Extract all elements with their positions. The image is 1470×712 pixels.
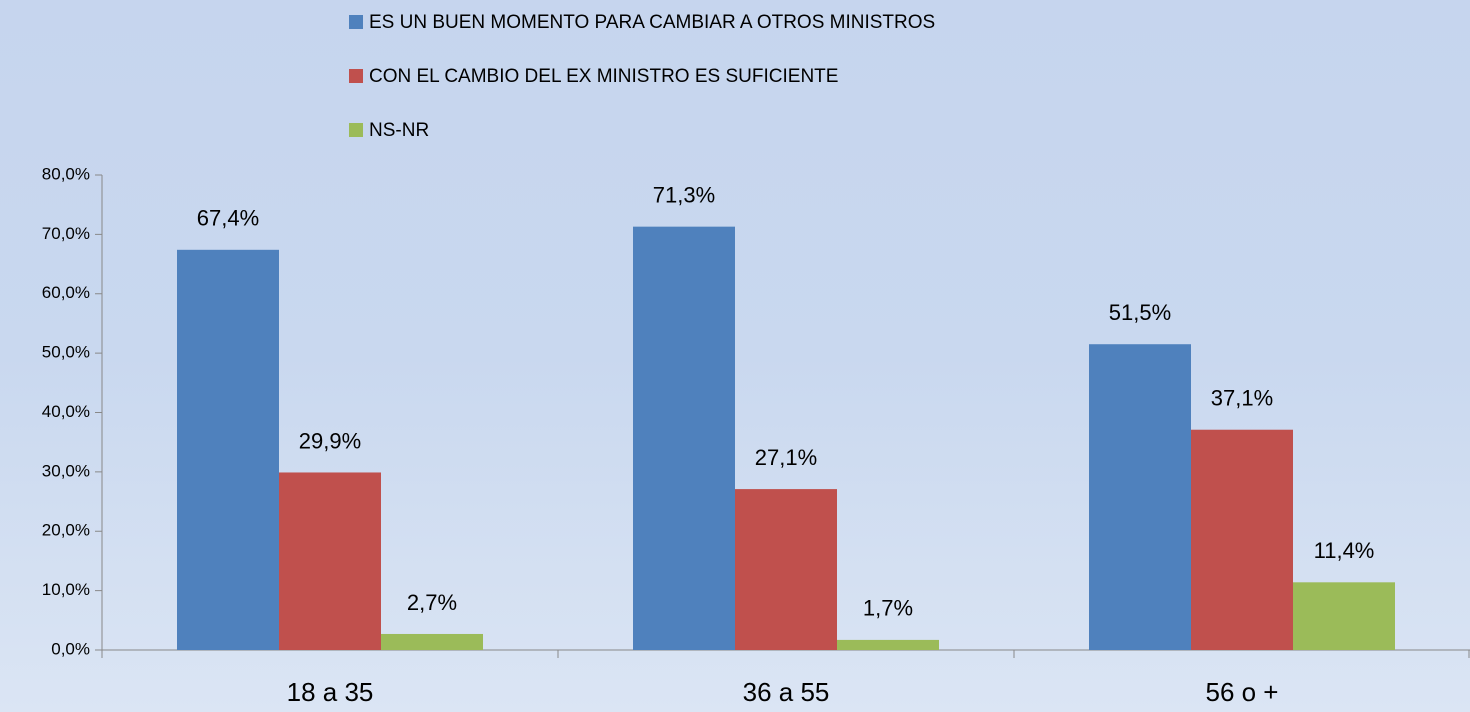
bar <box>381 633 483 650</box>
legend-swatch <box>349 69 363 83</box>
value-label: 1,7% <box>863 596 913 621</box>
value-label: 37,1% <box>1211 386 1273 411</box>
y-tick-label: 60,0% <box>42 283 90 302</box>
legend-label: NS-NR <box>369 120 429 141</box>
bar <box>633 226 735 650</box>
value-label: 71,3% <box>653 182 715 207</box>
legend-swatch <box>349 15 363 29</box>
bar <box>279 472 381 650</box>
bar <box>1191 429 1293 650</box>
value-label: 2,7% <box>407 590 457 615</box>
value-label: 51,5% <box>1109 300 1171 325</box>
y-tick-label: 40,0% <box>42 402 90 421</box>
bar <box>837 639 939 650</box>
value-label: 11,4% <box>1314 538 1375 563</box>
y-tick-label: 0,0% <box>51 639 90 658</box>
bar <box>1293 582 1395 650</box>
legend-label: ES UN BUEN MOMENTO PARA CAMBIAR A OTROS … <box>369 12 935 33</box>
bar <box>735 489 837 650</box>
x-tick-label: 56 o + <box>1205 677 1278 707</box>
bar <box>177 249 279 650</box>
x-tick-label: 36 a 55 <box>743 677 830 707</box>
y-tick-label: 50,0% <box>42 343 90 362</box>
y-tick-label: 20,0% <box>42 521 90 540</box>
y-tick-label: 70,0% <box>42 224 90 243</box>
bar <box>1089 344 1191 650</box>
value-label: 29,9% <box>299 428 361 453</box>
y-tick-label: 30,0% <box>42 461 90 480</box>
y-tick-label: 10,0% <box>42 580 90 599</box>
value-label: 27,1% <box>755 445 817 470</box>
x-tick-label: 18 a 35 <box>287 677 374 707</box>
legend-swatch <box>349 123 363 137</box>
legend-label: CON EL CAMBIO DEL EX MINISTRO ES SUFICIE… <box>369 66 838 87</box>
y-tick-label: 80,0% <box>42 164 90 183</box>
value-label: 67,4% <box>197 206 259 231</box>
